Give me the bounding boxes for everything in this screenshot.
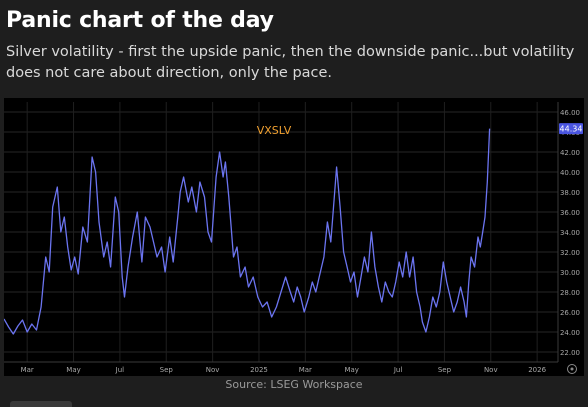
y-tick-label: 40.00 [560, 169, 580, 177]
x-tick-label: Sep [160, 366, 174, 374]
x-tick-label: Sep [438, 366, 452, 374]
x-tick-label: Nov [484, 366, 498, 374]
source-note: Source: LSEG Workspace [225, 378, 363, 391]
chart-panel: 22.00 24.00 26.00 28.00 30.00 32.00 34.00 36.00… [3, 98, 584, 376]
x-tick-label: Mar [299, 366, 312, 374]
x-tick-label: May [66, 366, 80, 374]
y-tick-label: 24.00 [560, 329, 580, 337]
series-line-vxslv [3, 128, 491, 335]
x-tick-label: Jul [393, 366, 403, 374]
chart-settings-button[interactable] [567, 364, 577, 374]
page-subtitle: Silver volatility - first the upside pan… [6, 44, 575, 81]
y-tick-label: 34.00 [560, 229, 580, 237]
x-tick-label: May [344, 366, 358, 374]
last-value-label: 44.34 [560, 124, 583, 133]
y-tick-label: 36.00 [560, 209, 580, 217]
x-tick-label: Nov [206, 366, 220, 374]
y-tick-label: 30.00 [560, 269, 580, 277]
x-tick-label: 2026 [528, 366, 546, 374]
y-tick-label: 38.00 [560, 189, 580, 197]
y-tick-label: 28.00 [560, 289, 580, 297]
series-label: VXSLV [257, 124, 292, 137]
volatility-chart: 22.00 24.00 26.00 28.00 30.00 32.00 34.00 36.00… [3, 102, 583, 374]
y-tick-label: 42.00 [560, 149, 580, 157]
last-value-badge: 44.34 [559, 123, 583, 135]
y-tick-label: 22.00 [560, 349, 580, 357]
y-tick-label: 32.00 [560, 249, 580, 257]
x-tick-label: 2025 [250, 366, 268, 374]
gear-icon [570, 367, 574, 371]
x-tick-label: Jul [115, 366, 125, 374]
x-tick-label: Mar [21, 366, 34, 374]
footer-tab [10, 401, 72, 407]
page-title: Panic chart of the day [6, 8, 274, 33]
y-tick-label: 46.00 [560, 109, 580, 117]
y-tick-label: 26.00 [560, 309, 580, 317]
